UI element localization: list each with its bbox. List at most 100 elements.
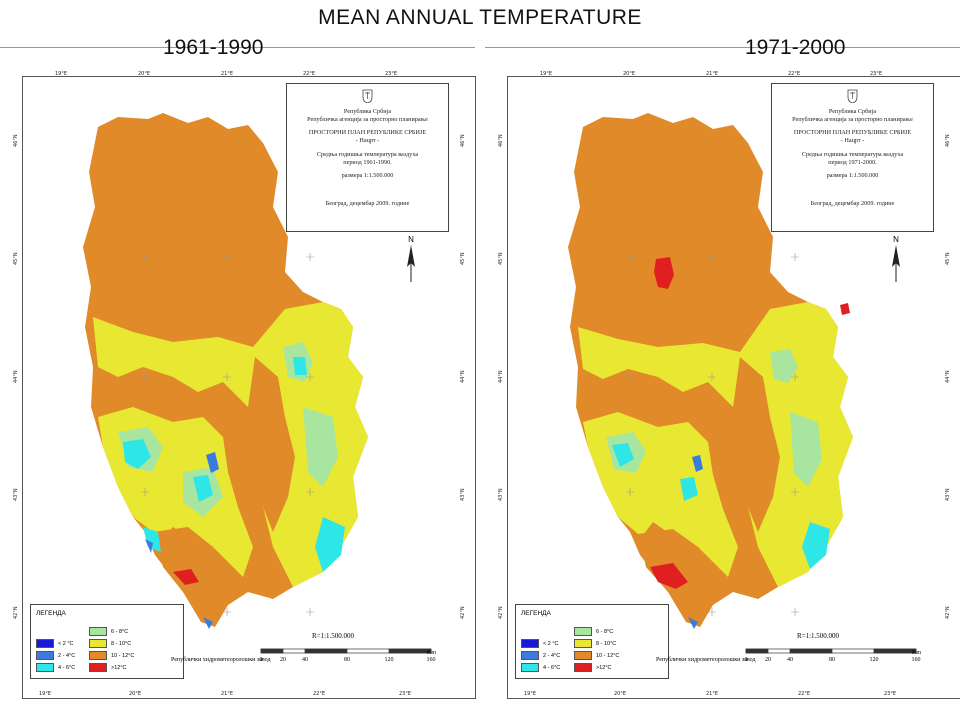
zone-10-12 — [158, 527, 215, 597]
coord-top: 23°E — [385, 71, 398, 77]
coord-left: 46°N — [13, 134, 19, 147]
legend-item: 6 - 8°C — [574, 627, 613, 636]
institution-name: Републички хидрометеоролошки завод — [171, 657, 271, 663]
legend: ЛЕГЕНДА < 2 °C 2 - 4°C 4 - 6°C 6 - 8°C 8… — [30, 604, 184, 679]
coord-bottom: 22°E — [313, 691, 326, 697]
coord-left: 45°N — [498, 252, 504, 265]
coord-right: 43°N — [945, 488, 951, 501]
scale-tick: 80 — [829, 657, 835, 663]
scale-tick: 40 — [302, 657, 308, 663]
info-line: Средња годишња температура ваздуха — [316, 150, 419, 158]
coord-bottom: 19°E — [39, 691, 52, 697]
temperature-map — [83, 113, 432, 674]
coord-right: 44°N — [945, 370, 951, 383]
legend-swatch — [574, 639, 592, 648]
zone-10-12 — [733, 357, 780, 532]
info-line: размера 1:1.500.000 — [826, 172, 879, 180]
legend-swatch — [521, 663, 539, 672]
zone-4-6 — [802, 522, 830, 569]
zone-2-4 — [688, 617, 698, 629]
coord-top: 19°E — [540, 71, 553, 77]
legend-swatch — [521, 651, 539, 660]
zone-6-8 — [770, 349, 798, 383]
coord-bottom: 22°E — [798, 691, 811, 697]
scale-tick: 160 — [426, 657, 436, 663]
scale-tick: 120 — [384, 657, 394, 663]
graticule — [141, 253, 314, 616]
scale-block: R=1:1.500.000 0 20 40 80 120 160 Km — [741, 632, 922, 672]
map-panel-1971-2000: 19°E 20°E 21°E 22°E 23°E 19°E 20°E 21°E … — [498, 71, 960, 699]
scale-tick: 0 — [259, 657, 263, 663]
legend-item: 2 - 4°C — [521, 651, 560, 660]
coord-top: 23°E — [870, 71, 883, 77]
right-divider — [485, 47, 960, 48]
coord-bottom: 21°E — [706, 691, 719, 697]
coord-right: 44°N — [460, 370, 466, 383]
legend-item: 2 - 4°C — [36, 651, 75, 660]
zone-2-4 — [206, 452, 219, 473]
zone-6-8 — [790, 412, 822, 487]
scale-tick: 80 — [344, 657, 350, 663]
legend-item: < 2 °C — [36, 639, 74, 648]
zone-4-6 — [680, 477, 698, 501]
map-info-box: Република Србија Републичка агенција за … — [286, 83, 449, 232]
north-arrow-icon — [407, 245, 415, 282]
legend-swatch — [36, 651, 54, 660]
institution-name: Републички хидрометеоролошки завод — [656, 657, 756, 663]
scale-bar — [745, 648, 917, 654]
coord-top: 21°E — [706, 71, 719, 77]
info-line: размера 1:1.500.000 — [341, 172, 394, 180]
zone-10-12 — [248, 357, 295, 532]
scale-unit: Km — [912, 650, 921, 656]
legend-item: 10 - 12°C — [89, 651, 134, 660]
scale-unit: Km — [427, 650, 436, 656]
north-label: N — [408, 235, 414, 244]
zone-4-6 — [143, 527, 161, 552]
info-line: Републичка агенција за просторно планира… — [307, 115, 428, 123]
legend-swatch — [574, 651, 592, 660]
scale-tick: 40 — [787, 657, 793, 663]
coord-left: 42°N — [13, 606, 19, 619]
scale-ratio: R=1:1.500.000 — [312, 632, 355, 640]
legend-item: < 2 °C — [521, 639, 559, 648]
legend-swatch — [89, 651, 107, 660]
info-line: Републичка агенција за просторно планира… — [792, 115, 913, 123]
legend-title: ЛЕГЕНДА — [521, 610, 551, 617]
scale-bar — [260, 648, 432, 654]
legend-item: 8 - 10°C — [574, 639, 616, 648]
graticule — [626, 253, 799, 616]
zone-4-6 — [315, 517, 345, 572]
coord-bottom: 20°E — [614, 691, 627, 697]
coord-bottom: 19°E — [524, 691, 537, 697]
coord-top: 20°E — [623, 71, 636, 77]
legend-title: ЛЕГЕНДА — [36, 610, 66, 617]
legend-swatch — [521, 639, 539, 648]
legend-swatch — [36, 639, 54, 648]
coord-right: 46°N — [945, 134, 951, 147]
zone-2-4 — [692, 455, 703, 472]
coord-bottom: 20°E — [129, 691, 142, 697]
info-line: период 1961-1990. — [343, 158, 392, 166]
legend-item: 8 - 10°C — [89, 639, 131, 648]
zone-4-6 — [123, 439, 151, 469]
info-line: - Нацрт - — [355, 137, 380, 144]
zone-10-12 — [640, 522, 703, 599]
coord-top: 22°E — [303, 71, 316, 77]
coord-bottom: 21°E — [221, 691, 234, 697]
period-label-right: 1971-2000 — [745, 36, 846, 59]
legend-swatch — [89, 663, 107, 672]
scale-tick: 120 — [869, 657, 879, 663]
legend-item: 4 - 6°C — [521, 663, 560, 672]
coord-left: 43°N — [13, 488, 19, 501]
scale-tick: 20 — [765, 657, 771, 663]
scale-tick: 20 — [280, 657, 286, 663]
zone-over-12 — [840, 303, 850, 315]
legend: ЛЕГЕНДА < 2 °C 2 - 4°C 4 - 6°C 6 - 8°C 8… — [515, 604, 669, 679]
zone-over-12 — [654, 257, 674, 289]
zone-6-8 — [303, 407, 338, 487]
legend-item: >12°C — [574, 663, 612, 672]
info-line: Република Србија — [828, 107, 877, 115]
info-line: Београд, децембар 2009. године — [325, 200, 410, 207]
legend-swatch — [574, 663, 592, 672]
zone-4-6 — [612, 443, 634, 467]
